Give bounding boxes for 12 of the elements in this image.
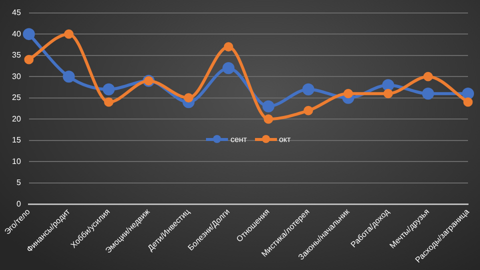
y-tick-label: 30	[12, 72, 22, 81]
legend-label: сент	[230, 134, 247, 144]
y-tick-label: 25	[12, 93, 22, 102]
y-tick-label: 40	[12, 29, 22, 38]
y-tick-label: 10	[12, 156, 22, 166]
y-tick-label: 15	[12, 136, 22, 145]
y-tick-label: 0	[16, 199, 22, 208]
y-tick-label: 45	[12, 8, 22, 18]
y-tick-label: 5	[16, 178, 22, 188]
y-tick-label: 20	[12, 114, 22, 124]
y-tick-label: 35	[12, 50, 22, 60]
legend-label: окт	[278, 134, 291, 144]
